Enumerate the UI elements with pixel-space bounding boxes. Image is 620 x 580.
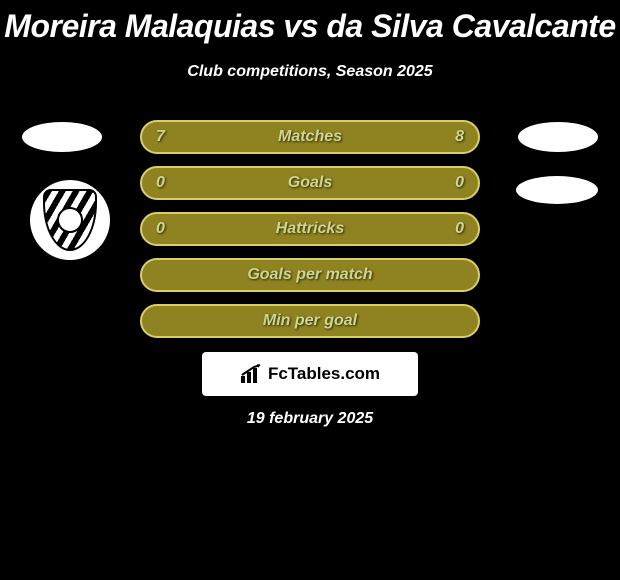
chart-icon <box>240 364 264 384</box>
player-avatar-right <box>518 122 598 152</box>
date-text: 19 february 2025 <box>0 410 620 428</box>
page-title: Moreira Malaquias vs da Silva Cavalcante <box>0 0 620 45</box>
stat-row-hattricks: 0 Hattricks 0 <box>140 212 480 246</box>
stat-value-right: 0 <box>455 174 464 192</box>
stat-value-left: 7 <box>156 128 165 146</box>
stat-label: Matches <box>278 128 342 146</box>
page-subtitle: Club competitions, Season 2025 <box>0 63 620 81</box>
stat-value-right: 8 <box>455 128 464 146</box>
club-badge-left <box>30 180 110 260</box>
stat-value-left: 0 <box>156 174 165 192</box>
stat-label: Hattricks <box>276 220 344 238</box>
stat-row-goals: 0 Goals 0 <box>140 166 480 200</box>
stat-label: Goals per match <box>247 266 372 284</box>
player-avatar-left <box>22 122 102 152</box>
stat-row-goals-per-match: Goals per match <box>140 258 480 292</box>
stat-value-right: 0 <box>455 220 464 238</box>
stat-label: Min per goal <box>263 312 357 330</box>
stats-bars: 7 Matches 8 0 Goals 0 0 Hattricks 0 Goal… <box>140 120 480 350</box>
stat-row-matches: 7 Matches 8 <box>140 120 480 154</box>
stat-value-left: 0 <box>156 220 165 238</box>
stat-row-min-per-goal: Min per goal <box>140 304 480 338</box>
branding-text: FcTables.com <box>268 364 380 384</box>
stat-label: Goals <box>288 174 332 192</box>
club-badge-right <box>516 176 598 204</box>
club-shield-icon <box>43 189 97 251</box>
branding-badge: FcTables.com <box>202 352 418 396</box>
